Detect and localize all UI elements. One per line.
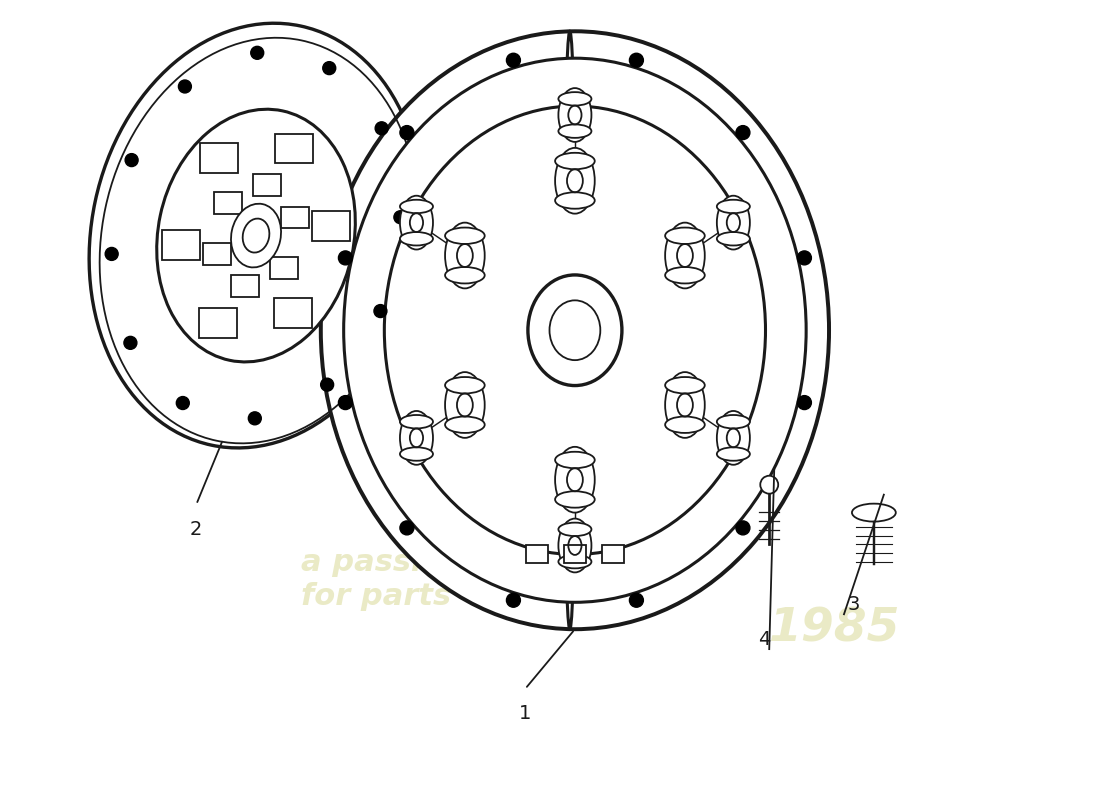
Ellipse shape: [556, 192, 595, 209]
Bar: [162, 230, 200, 260]
Ellipse shape: [446, 417, 485, 433]
Ellipse shape: [528, 275, 622, 386]
Bar: [280, 206, 309, 229]
Ellipse shape: [666, 222, 705, 288]
Ellipse shape: [400, 415, 433, 429]
Ellipse shape: [717, 411, 750, 465]
Ellipse shape: [556, 447, 595, 513]
Ellipse shape: [666, 267, 705, 283]
Ellipse shape: [506, 54, 520, 67]
Ellipse shape: [559, 125, 592, 138]
Bar: [602, 546, 624, 563]
Ellipse shape: [251, 46, 264, 59]
Text: 1: 1: [519, 705, 531, 723]
Bar: [231, 275, 260, 297]
Text: 1985: 1985: [769, 606, 901, 652]
Text: 2: 2: [190, 520, 202, 539]
Bar: [214, 192, 242, 214]
Ellipse shape: [446, 227, 485, 244]
Bar: [199, 308, 236, 338]
Ellipse shape: [559, 555, 592, 568]
Ellipse shape: [717, 415, 750, 429]
Ellipse shape: [231, 204, 282, 267]
Ellipse shape: [559, 522, 592, 536]
Ellipse shape: [446, 372, 485, 438]
Ellipse shape: [124, 336, 136, 350]
Ellipse shape: [343, 58, 806, 602]
Ellipse shape: [559, 518, 592, 572]
Ellipse shape: [559, 88, 592, 142]
Ellipse shape: [400, 126, 414, 139]
Ellipse shape: [339, 251, 352, 265]
Ellipse shape: [106, 247, 118, 261]
Ellipse shape: [89, 23, 422, 448]
Ellipse shape: [556, 452, 595, 468]
Bar: [312, 211, 350, 241]
Text: 3: 3: [848, 594, 860, 614]
Ellipse shape: [400, 232, 433, 246]
Ellipse shape: [760, 476, 778, 494]
Ellipse shape: [400, 196, 433, 250]
Ellipse shape: [556, 153, 595, 170]
Text: euro: euro: [341, 290, 716, 430]
Ellipse shape: [798, 396, 812, 410]
Ellipse shape: [629, 54, 644, 67]
Ellipse shape: [666, 227, 705, 244]
Ellipse shape: [559, 92, 592, 106]
Ellipse shape: [375, 122, 388, 134]
Ellipse shape: [446, 267, 485, 283]
Ellipse shape: [851, 504, 895, 522]
Ellipse shape: [556, 491, 595, 508]
Ellipse shape: [322, 62, 335, 74]
Ellipse shape: [717, 447, 750, 461]
Ellipse shape: [629, 594, 644, 607]
Bar: [275, 134, 314, 163]
Ellipse shape: [243, 218, 270, 253]
Bar: [253, 174, 280, 196]
Ellipse shape: [400, 447, 433, 461]
Ellipse shape: [178, 80, 191, 93]
Bar: [271, 257, 298, 278]
Ellipse shape: [321, 31, 829, 630]
Text: 4: 4: [758, 630, 770, 649]
Ellipse shape: [446, 222, 485, 288]
Bar: [204, 242, 231, 265]
Bar: [564, 546, 586, 563]
Ellipse shape: [384, 106, 766, 554]
Ellipse shape: [717, 200, 750, 214]
Ellipse shape: [556, 148, 595, 214]
Ellipse shape: [798, 251, 812, 265]
Ellipse shape: [394, 210, 407, 224]
Ellipse shape: [717, 196, 750, 250]
Ellipse shape: [321, 378, 333, 391]
Bar: [274, 298, 312, 328]
Ellipse shape: [666, 417, 705, 433]
Ellipse shape: [736, 521, 750, 535]
Ellipse shape: [374, 305, 387, 318]
Ellipse shape: [736, 126, 750, 139]
Ellipse shape: [666, 372, 705, 438]
Ellipse shape: [446, 377, 485, 394]
Text: a passion
for parts: a passion for parts: [301, 548, 464, 610]
Ellipse shape: [176, 397, 189, 410]
Ellipse shape: [400, 521, 414, 535]
Ellipse shape: [156, 110, 355, 362]
Ellipse shape: [400, 411, 433, 465]
Ellipse shape: [400, 200, 433, 214]
Ellipse shape: [125, 154, 139, 166]
Ellipse shape: [339, 396, 352, 410]
Bar: [526, 546, 548, 563]
Ellipse shape: [506, 594, 520, 607]
Ellipse shape: [550, 300, 601, 360]
Ellipse shape: [249, 412, 262, 425]
Bar: [200, 143, 238, 173]
Ellipse shape: [717, 232, 750, 246]
Ellipse shape: [666, 377, 705, 394]
